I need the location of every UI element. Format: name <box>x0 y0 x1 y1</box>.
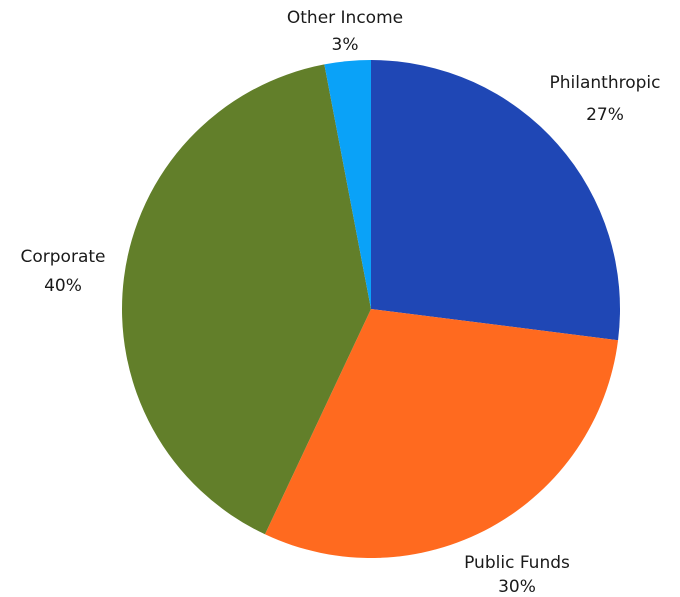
labels-layer: Philanthropic 27% Public Funds 30% Corpo… <box>21 8 661 597</box>
slice-label-other-income: Other Income <box>287 8 403 28</box>
slice-label-public-funds: Public Funds <box>464 553 570 573</box>
pie-slice-other-income <box>324 60 371 309</box>
slice-label-philanthropic: Philanthropic <box>550 73 661 93</box>
slice-value-other-income: 3% <box>332 35 359 55</box>
slices-layer <box>122 59 621 559</box>
pie-slice-philanthropic <box>371 59 621 341</box>
pie-slice-corporate <box>122 64 372 535</box>
slice-value-public-funds: 30% <box>498 577 536 597</box>
slice-label-corporate: Corporate <box>21 247 106 267</box>
slice-value-corporate: 40% <box>44 276 82 296</box>
slice-value-philanthropic: 27% <box>586 105 624 125</box>
pie-slice-public-funds <box>264 309 619 559</box>
